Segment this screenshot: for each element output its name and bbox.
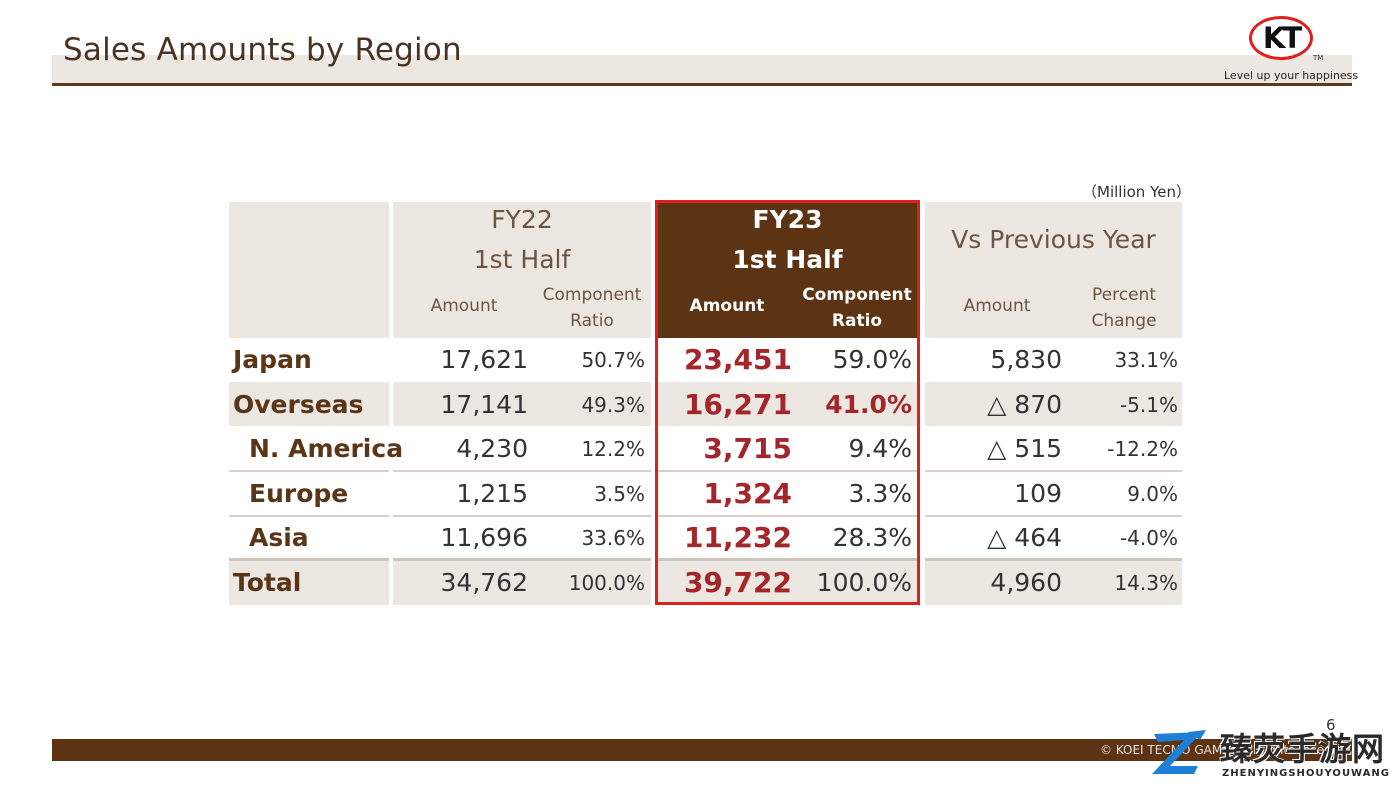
vs-pct: 9.0% <box>1127 482 1178 506</box>
fy22-year-label: FY22 <box>491 205 553 234</box>
unit-note: （Million Yen） <box>1082 183 1191 201</box>
fy22-ratio: 100.0% <box>568 571 645 595</box>
page-number: 6 <box>1326 716 1336 734</box>
header-fy22-cell <box>393 202 651 338</box>
header-vs-cell <box>925 202 1182 338</box>
region-label: N. America <box>249 434 404 463</box>
logo-mark: KT <box>1249 16 1313 60</box>
fy23-ratio: 100.0% <box>816 568 912 597</box>
fy23-amount: 16,271 <box>683 388 792 421</box>
company-logo: KT TM Level up your happiness <box>1222 14 1359 84</box>
header-fy23-cell <box>657 202 918 338</box>
fy22-amount: 4,230 <box>456 434 528 463</box>
fy23-ratio-header-line1: Component <box>802 285 912 305</box>
row-shade-total-fy23 <box>657 561 918 605</box>
region-label: Total <box>233 568 302 597</box>
vs-amount: △ 870 <box>987 390 1062 419</box>
fy23-ratio: 28.3% <box>832 523 912 552</box>
fy23-amount: 3,715 <box>703 432 792 465</box>
vs-pct: -12.2% <box>1107 437 1178 461</box>
fy22-half-label: 1st Half <box>473 245 571 274</box>
title-band <box>52 55 1352 83</box>
copyright-text: © KOEI TECMO GAMES All rights reserved. <box>1100 743 1355 757</box>
total-divider <box>393 558 651 561</box>
watermark-en-text: ZHENYINGSHOUYOUWANG <box>1222 768 1390 779</box>
title-rule <box>52 83 1352 86</box>
logo-trademark: TM <box>1313 54 1324 62</box>
fy22-amount: 34,762 <box>440 568 528 597</box>
fy22-amount: 1,215 <box>456 479 528 508</box>
fy23-amount: 1,324 <box>703 477 792 510</box>
vs-amount: △ 515 <box>987 434 1062 463</box>
row-shade-total-vs <box>925 561 1182 605</box>
fy22-amount-header: Amount <box>430 296 498 316</box>
fy23-amount-header: Amount <box>689 296 765 316</box>
row-shade-overseas-fy22 <box>393 382 651 426</box>
row-shade-total-fy22 <box>393 561 651 605</box>
vs-pct: 14.3% <box>1114 571 1178 595</box>
vs-amount: 4,960 <box>990 568 1062 597</box>
footer-bar <box>52 739 1352 761</box>
fy23-amount: 11,232 <box>683 521 792 554</box>
row-divider <box>657 470 918 472</box>
region-label: Japan <box>233 345 312 374</box>
fy22-ratio: 50.7% <box>581 348 645 372</box>
site-watermark: 臻荧手游网 ZHENYINGSHOUYOUWANG <box>1148 724 1396 784</box>
region-label: Europe <box>249 479 349 508</box>
row-shade-overseas-vs <box>925 382 1182 426</box>
region-label: Asia <box>249 523 309 552</box>
fy22-amount: 17,141 <box>440 390 528 419</box>
fy23-ratio: 41.0% <box>825 390 912 419</box>
vs-pct: 33.1% <box>1114 348 1178 372</box>
fy23-amount: 39,722 <box>683 566 792 599</box>
vs-pct: -5.1% <box>1119 393 1178 417</box>
fy22-amount: 17,621 <box>440 345 528 374</box>
vs-pct: -4.0% <box>1119 526 1178 550</box>
fy23-half-label: 1st Half <box>732 245 843 274</box>
row-divider <box>229 515 389 517</box>
watermark-logo-icon <box>1152 730 1206 774</box>
vs-pct-header-line2: Change <box>1091 311 1157 331</box>
row-shade-overseas-fy23 <box>657 382 918 426</box>
row-divider <box>657 515 918 517</box>
vs-amount: 109 <box>1014 479 1062 508</box>
row-shade-overseas-region <box>229 382 389 426</box>
fy23-amount: 23,451 <box>683 343 792 376</box>
region-label: Overseas <box>233 390 364 419</box>
fy23-ratio: 59.0% <box>832 345 912 374</box>
vs-amount-header: Amount <box>963 296 1031 316</box>
vs-amount: △ 464 <box>987 523 1062 552</box>
fy22-ratio: 12.2% <box>581 437 645 461</box>
row-shade-total-region <box>229 561 389 605</box>
total-divider <box>925 558 1182 561</box>
row-divider <box>229 470 389 472</box>
fy22-ratio: 49.3% <box>581 393 645 417</box>
fy23-ratio: 9.4% <box>848 434 912 463</box>
vs-title-label: Vs Previous Year <box>951 225 1156 254</box>
header-corner-cell <box>229 202 389 338</box>
fy22-ratio: 3.5% <box>594 482 645 506</box>
fy22-ratio-header-line2: Ratio <box>570 311 614 331</box>
fy23-year-label: FY23 <box>752 205 823 234</box>
fy22-amount: 11,696 <box>440 523 528 552</box>
row-divider <box>393 515 651 517</box>
fy22-ratio: 33.6% <box>581 526 645 550</box>
vs-pct-header-line1: Percent <box>1092 285 1156 305</box>
row-divider <box>925 470 1182 472</box>
row-divider <box>925 515 1182 517</box>
watermark-cn-text: 臻荧手游网 <box>1220 730 1386 768</box>
page-title: Sales Amounts by Region <box>63 32 462 68</box>
logo-tagline: Level up your happiness <box>1224 69 1359 82</box>
fy23-ratio-header-line2: Ratio <box>831 311 883 331</box>
total-divider <box>229 558 389 561</box>
total-divider <box>657 558 918 561</box>
fy23-ratio: 3.3% <box>848 479 912 508</box>
vs-amount: 5,830 <box>990 345 1062 374</box>
fy22-ratio-header-line1: Component <box>542 285 642 305</box>
row-divider <box>393 470 651 472</box>
